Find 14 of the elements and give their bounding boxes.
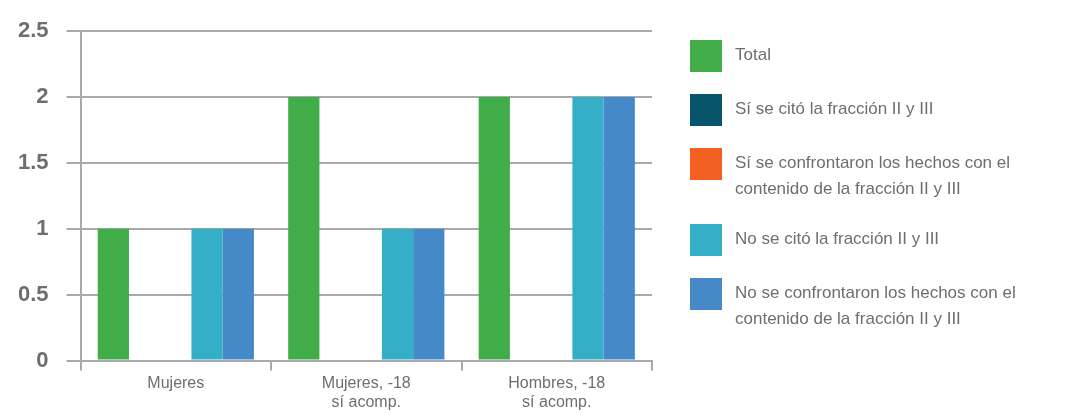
legend-label: Sí se citó la fracción II y III xyxy=(735,98,934,120)
legend-label: Sí se confrontaron los hechos con el contenido de la fracción II y III xyxy=(735,152,1011,200)
y-tick-label: 2 xyxy=(36,83,49,109)
y-tick-label: 1 xyxy=(36,214,49,240)
x-tick-label: Mujeres xyxy=(147,373,205,391)
y-tick-label: 1.5 xyxy=(17,149,49,175)
y-tick-label: 2.5 xyxy=(17,17,49,43)
x-tick-label: Hombres, -18 sí acomp. xyxy=(508,373,606,410)
x-tick-label: Mujeres, -18 sí acomp. xyxy=(321,373,411,410)
y-tick-label: 0.5 xyxy=(17,280,49,306)
legend-label: Total xyxy=(735,44,771,66)
legend-label: No se confrontaron los hechos con el contenido de la fracción II y III xyxy=(735,282,1017,330)
legend-label: No se citó la fracción II y III xyxy=(735,228,940,250)
y-tick-label: 0 xyxy=(36,346,49,372)
